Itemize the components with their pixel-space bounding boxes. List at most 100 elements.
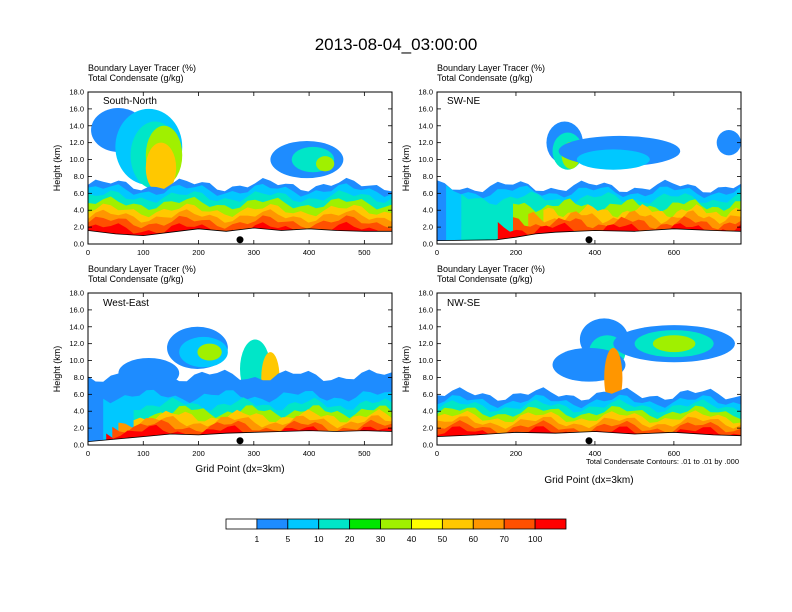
y-tick-label: 2.0 xyxy=(74,424,84,433)
colorbar-swatch xyxy=(287,518,320,530)
y-tick-label: 12.0 xyxy=(69,138,84,147)
y-tick-label: 14.0 xyxy=(69,121,84,130)
y-tick-label: 8.0 xyxy=(74,373,84,382)
location-marker xyxy=(236,437,244,445)
axis-ticks: 0 100 200 300 400 500 0.0 2.0 4.0 6.0 8.0 10.0 12.0 1… xyxy=(69,289,392,458)
cloud-region xyxy=(316,156,335,172)
field-layers xyxy=(437,121,741,244)
y-tick-label: 0.0 xyxy=(423,441,433,450)
panel-header-line2: Total Condensate (g/kg) xyxy=(437,73,533,83)
panel-west-east: Boundary Layer Tracer (%) Total Condensa… xyxy=(52,264,393,475)
y-tick-label: 4.0 xyxy=(74,407,84,416)
y-tick-label: 12.0 xyxy=(69,339,84,348)
y-tick-label: 2.0 xyxy=(74,223,84,232)
colorbar-swatch xyxy=(503,518,536,530)
y-tick-label: 0.0 xyxy=(423,240,433,249)
x-tick-label: 0 xyxy=(86,449,90,458)
y-tick-label: 8.0 xyxy=(74,172,84,181)
heatmap-field xyxy=(437,293,741,445)
colorbar-swatch xyxy=(411,518,443,530)
x-tick-label: 600 xyxy=(668,248,681,257)
y-tick-label: 14.0 xyxy=(418,322,433,331)
y-tick-label: 16.0 xyxy=(69,104,84,113)
y-tick-label: 12.0 xyxy=(418,138,433,147)
x-tick-label: 200 xyxy=(510,248,523,257)
x-tick-label: 0 xyxy=(435,449,439,458)
plot-frame xyxy=(436,292,742,446)
plot-frame xyxy=(436,91,742,245)
x-tick-label: 300 xyxy=(248,248,261,257)
y-tick-label: 16.0 xyxy=(418,104,433,113)
x-tick-label: 100 xyxy=(137,449,150,458)
panel-header-line1: Boundary Layer Tracer (%) xyxy=(88,63,196,73)
field-layers xyxy=(88,108,392,244)
y-tick-label: 16.0 xyxy=(69,305,84,314)
footnote: Total Condensate Contours: .01 to .01 by… xyxy=(586,457,739,466)
x-tick-label: 300 xyxy=(248,449,261,458)
x-tick-label: 500 xyxy=(358,449,371,458)
y-tick-label: 0.0 xyxy=(74,240,84,249)
colorbar-label: 100 xyxy=(528,534,542,544)
x-axis-label: Grid Point (dx=3km) xyxy=(544,475,633,486)
y-tick-label: 6.0 xyxy=(74,390,84,399)
colorbar-swatch xyxy=(318,518,351,530)
colorbar-swatch xyxy=(349,518,381,530)
panel-label: SW-NE xyxy=(447,96,480,107)
y-tick-label: 4.0 xyxy=(423,407,433,416)
x-tick-label: 200 xyxy=(510,449,523,458)
colorbar-label: 30 xyxy=(376,534,386,544)
panel-label: NW-SE xyxy=(447,298,480,309)
y-tick-label: 16.0 xyxy=(418,305,433,314)
cloud-region xyxy=(716,130,741,156)
y-tick-label: 2.0 xyxy=(423,424,433,433)
y-tick-label: 18.0 xyxy=(69,88,84,97)
y-tick-label: 8.0 xyxy=(423,172,433,181)
x-tick-label: 200 xyxy=(192,248,205,257)
y-tick-label: 4.0 xyxy=(423,206,433,215)
x-axis-label: Grid Point (dx=3km) xyxy=(195,464,284,475)
field-layers xyxy=(88,326,392,445)
y-axis-label: Height (km) xyxy=(52,346,62,393)
cloud-region xyxy=(145,142,177,194)
y-tick-label: 10.0 xyxy=(69,356,84,365)
colorbar-swatch xyxy=(534,518,567,530)
y-tick-label: 6.0 xyxy=(423,390,433,399)
colorbar-label: 10 xyxy=(314,534,324,544)
colorbar-label: 1 xyxy=(255,534,260,544)
axis-ticks: 0 200 400 600 0.0 2.0 4.0 6.0 8.0 10.0 12.0 14.0 16.… xyxy=(418,88,741,257)
x-tick-label: 0 xyxy=(86,248,90,257)
colorbar-swatch xyxy=(441,518,474,530)
x-tick-label: 400 xyxy=(303,449,316,458)
cloud-region xyxy=(576,149,650,170)
panel-header-line1: Boundary Layer Tracer (%) xyxy=(437,264,545,274)
plot-frame xyxy=(87,292,393,446)
colorbar-swatch xyxy=(380,518,412,530)
y-tick-label: 18.0 xyxy=(69,289,84,298)
colorbar-swatch xyxy=(472,518,505,530)
axis-ticks: 0 100 200 300 400 500 0.0 2.0 4.0 6.0 8.0 10.0 12.0 1… xyxy=(69,88,392,257)
cloud-region xyxy=(652,335,696,353)
plot-frame xyxy=(87,91,393,245)
colorbar-swatch xyxy=(225,518,258,530)
location-marker xyxy=(585,437,593,445)
axis-ticks: 0 200 400 600 0.0 2.0 4.0 6.0 8.0 10.0 12.0 14.0 16.… xyxy=(418,289,741,458)
x-tick-label: 500 xyxy=(358,248,371,257)
panel-header-line2: Total Condensate (g/kg) xyxy=(437,274,533,284)
colorbar-label: 40 xyxy=(407,534,417,544)
colorbar-swatch xyxy=(256,518,289,530)
panel-header-line2: Total Condensate (g/kg) xyxy=(88,73,184,83)
x-tick-label: 600 xyxy=(668,449,681,458)
panel-nw-se: Boundary Layer Tracer (%) Total Condensa… xyxy=(401,264,742,486)
terrain xyxy=(88,227,392,244)
panel-label: West-East xyxy=(103,298,149,309)
colorbar-label: 70 xyxy=(499,534,509,544)
x-tick-label: 200 xyxy=(192,449,205,458)
heatmap-field xyxy=(88,293,392,445)
y-axis-label: Height (km) xyxy=(52,145,62,192)
panel-header-line1: Boundary Layer Tracer (%) xyxy=(88,264,196,274)
x-tick-label: 400 xyxy=(303,248,316,257)
y-tick-label: 10.0 xyxy=(69,155,84,164)
y-tick-label: 2.0 xyxy=(423,223,433,232)
x-tick-label: 0 xyxy=(435,248,439,257)
